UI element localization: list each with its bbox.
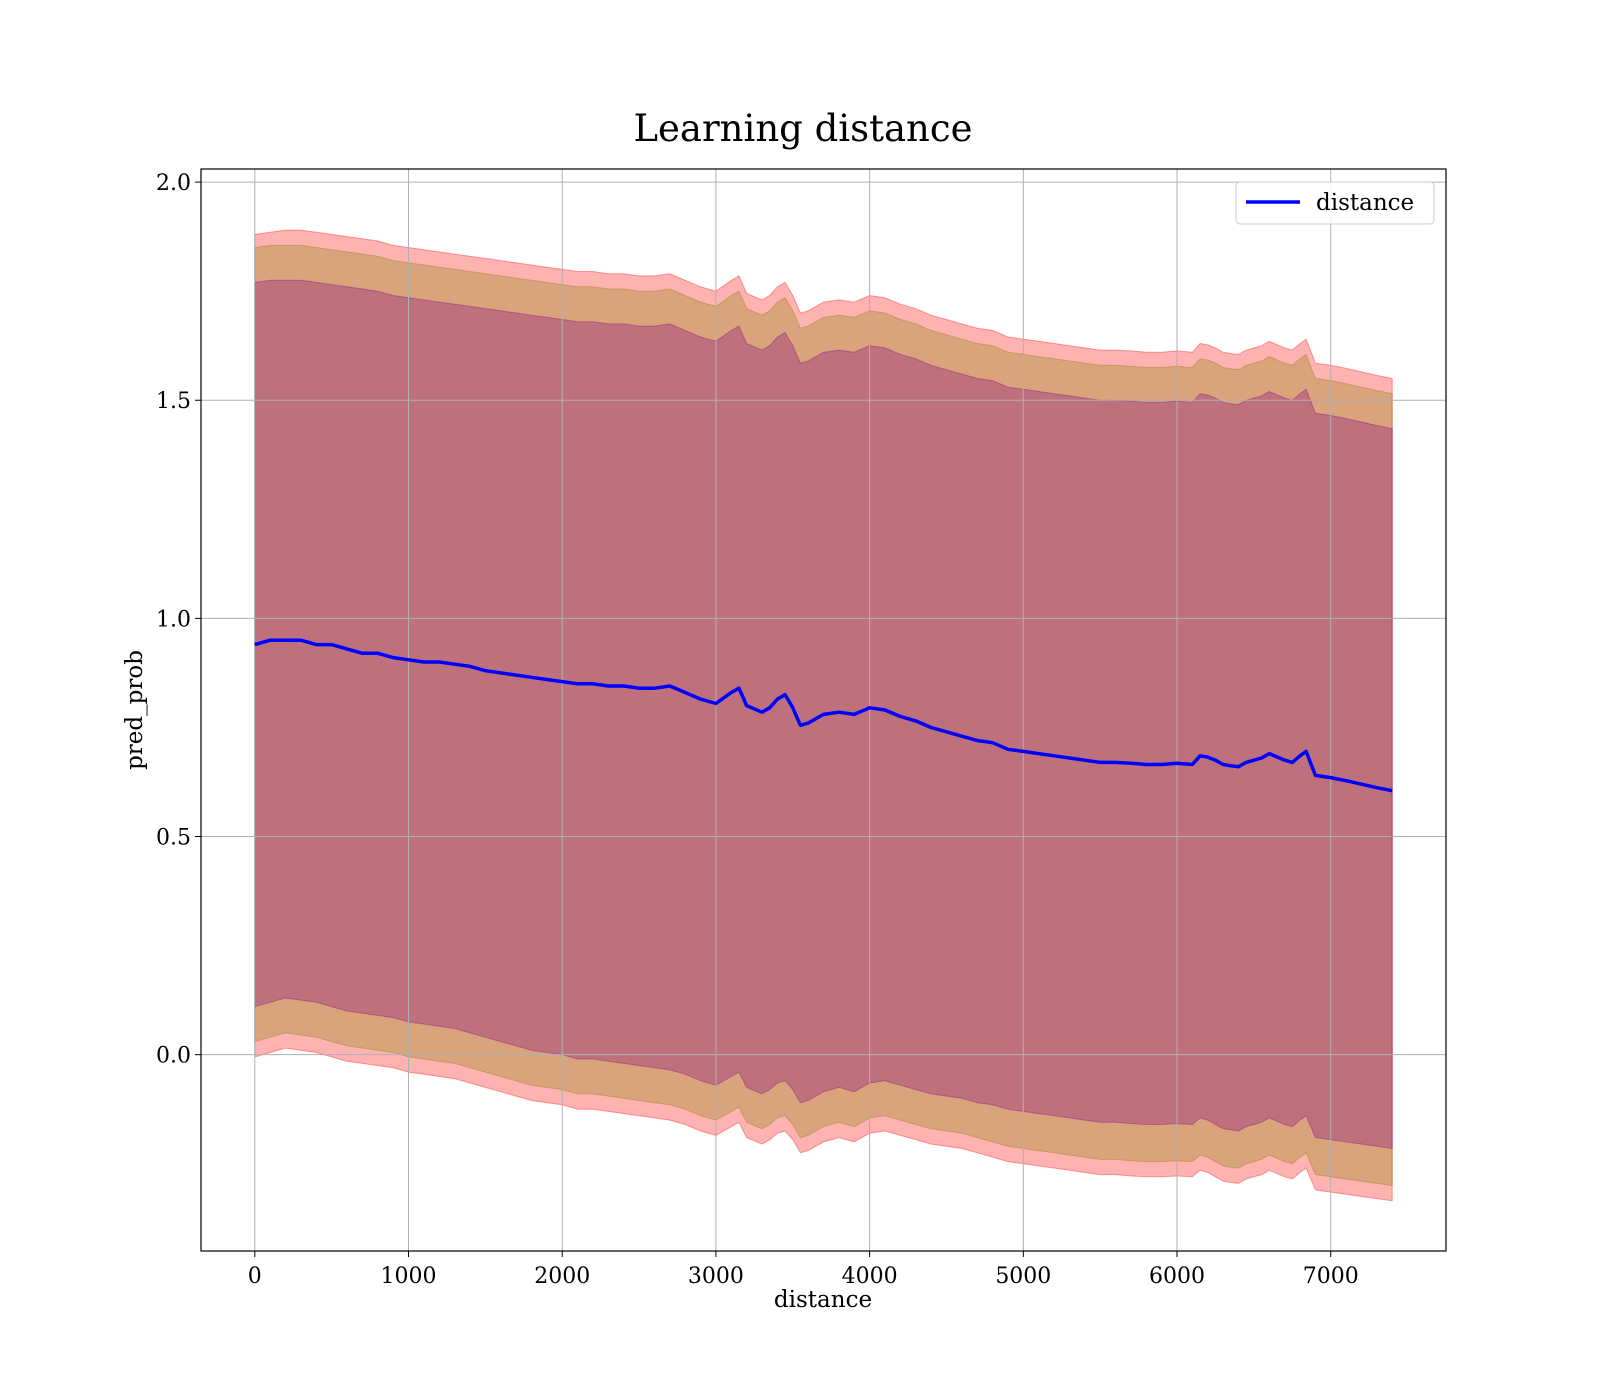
y-tick-label: 1.0 [156, 607, 191, 632]
legend: distance [1235, 181, 1435, 225]
y-tick-label: 0.5 [156, 826, 191, 851]
x-tick-label: 2000 [534, 1264, 590, 1289]
x-axis-ticks: 0 1000 2000 3000 4000 5000 6000 7000 [248, 1251, 1359, 1289]
x-tick-label: 7000 [1303, 1264, 1359, 1289]
legend-label: distance [1316, 190, 1414, 216]
x-tick-label: 6000 [1149, 1264, 1205, 1289]
x-tick-label: 5000 [995, 1264, 1051, 1289]
x-axis-label: distance [774, 1287, 872, 1313]
grid [201, 169, 1446, 1251]
series-lines [254, 638, 1393, 793]
chart-title: Learning distance [633, 107, 972, 150]
x-tick-label: 0 [248, 1264, 262, 1289]
x-tick-label: 3000 [688, 1264, 744, 1289]
legend-box [1235, 181, 1435, 225]
x-tick-label: 4000 [842, 1264, 898, 1289]
y-tick-label: 2.0 [156, 171, 191, 196]
y-tick-label: 1.5 [156, 389, 191, 414]
series-line-distance [254, 638, 1393, 793]
y-axis-ticks: 0.0 0.5 1.0 1.5 2.0 [156, 171, 201, 1069]
y-axis-label: pred_prob [122, 650, 148, 770]
x-tick-label: 1000 [381, 1264, 437, 1289]
y-tick-label: 0.0 [156, 1044, 191, 1069]
plot-frame [200, 168, 1447, 1252]
